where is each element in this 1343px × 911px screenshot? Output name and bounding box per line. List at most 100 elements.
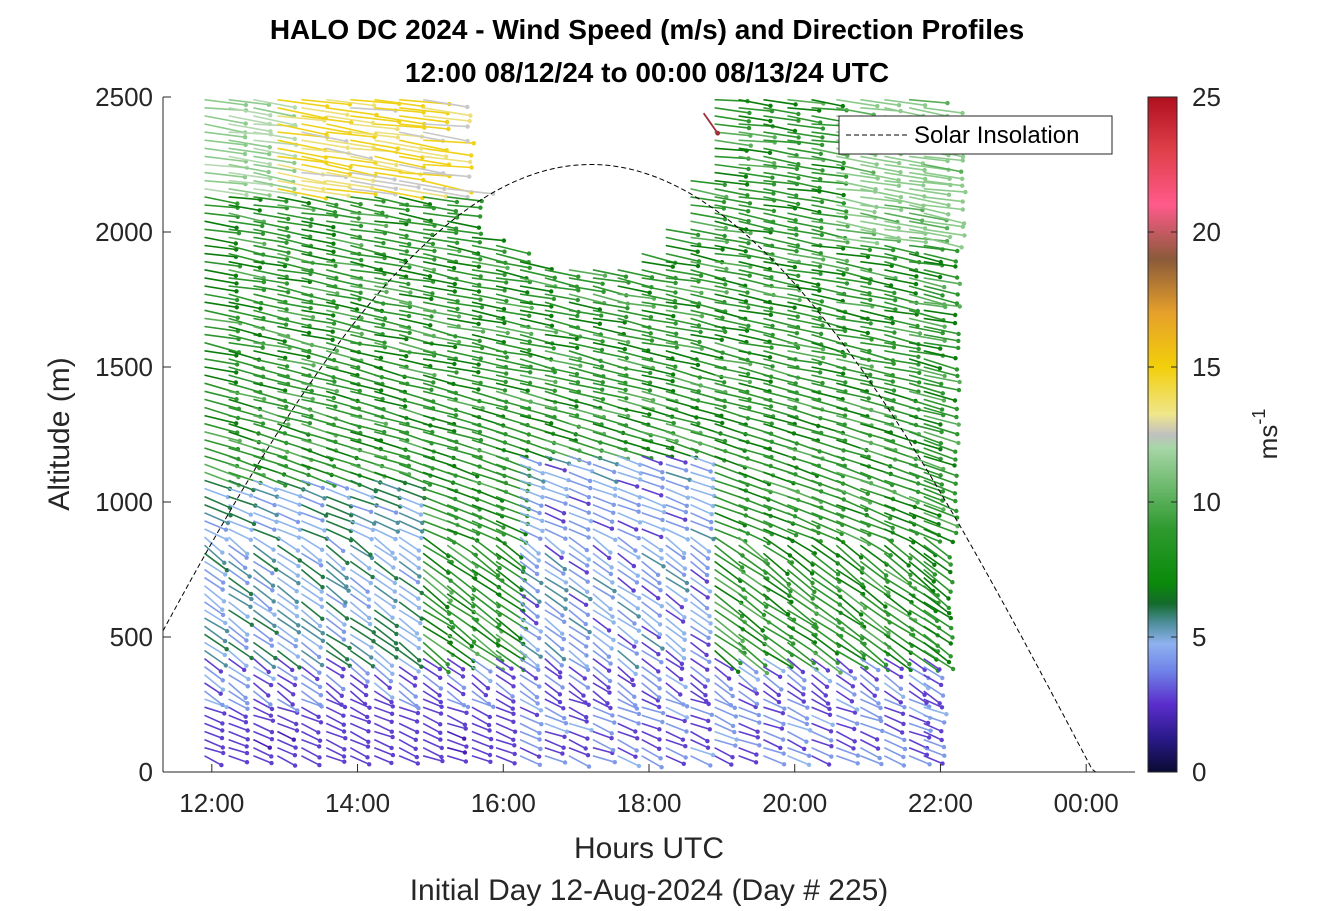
wind-arrow-shaft xyxy=(471,358,507,368)
wind-arrow-head xyxy=(320,616,325,621)
wind-arrow-head xyxy=(480,329,486,334)
wind-arrow-head xyxy=(872,693,877,698)
wind-arrow-head xyxy=(760,628,765,633)
wind-arrow-shaft xyxy=(204,309,238,319)
wind-arrow-head xyxy=(437,693,442,698)
wind-arrow-head xyxy=(960,110,965,116)
wind-arrow-shaft xyxy=(519,366,555,373)
wind-arrow-shaft xyxy=(253,212,289,220)
wind-arrow-head xyxy=(946,192,952,197)
wind-arrow-head xyxy=(801,699,806,704)
wind-arrow-shaft xyxy=(253,528,279,540)
wind-arrow-head xyxy=(795,314,800,319)
wind-arrow-head xyxy=(293,745,298,750)
wind-arrow-head xyxy=(587,478,593,484)
wind-arrow-head xyxy=(953,356,958,361)
wind-arrow-shaft xyxy=(301,495,323,507)
wind-arrow-shaft xyxy=(471,536,500,559)
wind-arrow-shaft xyxy=(252,544,275,562)
wind-arrow-shaft xyxy=(422,236,458,244)
wind-arrow-shaft xyxy=(276,682,294,695)
wind-arrow-head xyxy=(849,699,855,704)
wind-arrow-head xyxy=(476,264,482,269)
wind-arrow-shaft xyxy=(519,568,542,584)
wind-arrow-head xyxy=(462,736,467,741)
wind-arrow-shaft xyxy=(398,269,431,278)
wind-arrow-shaft xyxy=(349,528,372,540)
wind-arrow-shaft xyxy=(374,107,424,114)
wind-arrow-head xyxy=(284,226,290,231)
wind-arrow-head xyxy=(460,674,466,679)
wind-arrow-head xyxy=(347,645,352,651)
wind-arrow-shaft xyxy=(277,147,326,159)
wind-arrow-head xyxy=(534,571,540,577)
wind-arrow-shaft xyxy=(326,244,360,255)
wind-arrow-shaft xyxy=(471,657,491,673)
wind-arrow-head xyxy=(220,728,225,733)
wind-arrow-shaft xyxy=(301,147,349,155)
wind-arrow-shaft xyxy=(422,333,460,343)
wind-arrow-head xyxy=(274,567,279,572)
wind-arrow-head xyxy=(457,248,462,254)
wind-arrow-shaft xyxy=(568,503,590,514)
wind-arrow-shaft xyxy=(398,674,416,687)
wind-arrow-head xyxy=(707,589,713,594)
wind-arrow-head xyxy=(540,471,545,476)
wind-arrow-shaft xyxy=(447,325,484,333)
wind-arrow-shaft xyxy=(398,147,447,158)
wind-arrow-shaft xyxy=(252,601,275,616)
wind-arrow-head xyxy=(430,429,435,435)
wind-arrow-shaft xyxy=(252,666,275,680)
wind-arrow-head xyxy=(704,606,710,611)
wind-arrow-shaft xyxy=(204,293,238,301)
wind-arrow-shaft xyxy=(399,107,448,115)
wind-arrow-head xyxy=(536,558,541,563)
wind-arrow-shaft xyxy=(495,601,524,621)
wind-arrow-shaft xyxy=(204,398,240,410)
wind-arrow-head xyxy=(380,322,386,327)
wind-arrow-head xyxy=(753,760,759,765)
wind-arrow-head xyxy=(805,705,810,710)
wind-arrow-shaft xyxy=(204,131,246,138)
wind-arrow-shaft xyxy=(301,171,346,178)
wind-arrow-head xyxy=(607,555,612,561)
wind-arrow-head xyxy=(917,370,922,375)
wind-arrow-shaft xyxy=(253,350,286,359)
wind-arrow-shaft xyxy=(301,730,321,742)
wind-arrow-head xyxy=(369,537,374,542)
wind-arrow-head xyxy=(245,728,250,733)
wind-arrow-shaft xyxy=(544,666,561,678)
wind-arrow-head xyxy=(501,525,506,530)
wind-arrow-shaft xyxy=(350,382,382,392)
wind-arrow-shaft xyxy=(471,325,508,334)
wind-arrow-head xyxy=(755,677,761,682)
wind-arrow-shaft xyxy=(544,358,581,367)
wind-arrow-shaft xyxy=(253,414,289,426)
wind-arrow-shaft xyxy=(325,746,345,758)
wind-arrow-head xyxy=(876,701,881,706)
wind-arrow-head xyxy=(954,275,960,280)
wind-arrow-shaft xyxy=(350,414,387,425)
wind-arrow-shaft xyxy=(398,746,418,758)
wind-arrow-shaft xyxy=(471,406,504,418)
wind-arrow-head xyxy=(357,388,362,394)
wind-arrow-shaft xyxy=(325,366,358,376)
wind-arrow-shaft xyxy=(326,179,373,189)
wind-arrow-shaft xyxy=(325,625,345,641)
wind-arrow-head xyxy=(704,572,710,578)
wind-arrow-head xyxy=(670,264,675,269)
wind-arrow-head xyxy=(732,729,737,735)
wind-arrow-head xyxy=(850,684,856,689)
wind-arrow-head xyxy=(487,714,492,720)
wind-arrow-head xyxy=(589,728,594,733)
wind-arrow-shaft xyxy=(422,722,441,734)
wind-arrow-head xyxy=(243,102,249,108)
wind-arrow-shaft xyxy=(325,398,360,410)
wind-arrow-head xyxy=(635,606,640,611)
wind-arrow-head xyxy=(722,182,727,187)
wind-arrow-shaft xyxy=(447,269,481,278)
wind-arrow-head xyxy=(331,313,336,318)
wind-arrow-shaft xyxy=(519,755,541,766)
wind-arrow-head xyxy=(891,345,897,350)
wind-arrow-head xyxy=(608,661,613,666)
